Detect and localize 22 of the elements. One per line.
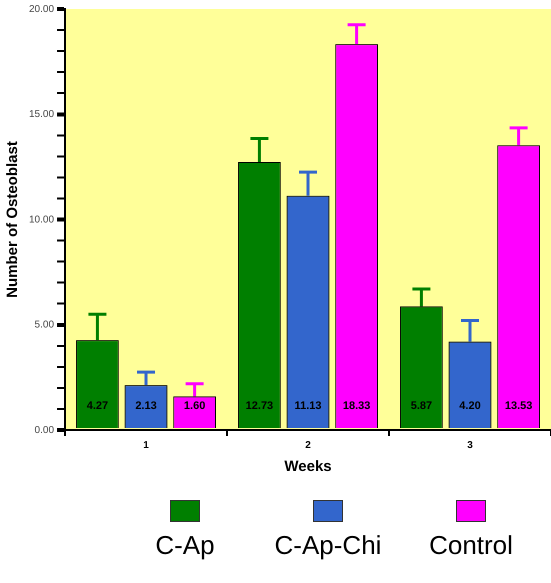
data-label: 12.73	[246, 400, 274, 412]
y-axis-title: Number of Osteoblast	[4, 141, 22, 298]
x-tick-label: 2	[305, 440, 312, 451]
x-tick-label: 1	[143, 440, 150, 451]
data-label: 5.87	[410, 400, 432, 412]
y-tick-label: 0.00	[34, 424, 54, 436]
y-tick-label: 15.00	[28, 109, 54, 120]
y-tick-label: 20.00	[28, 4, 54, 15]
x-axis-title: Weeks	[284, 458, 332, 476]
data-label: 4.20	[459, 400, 481, 412]
data-label: 11.13	[294, 400, 322, 412]
x-tick-label: 3	[467, 440, 474, 451]
data-label: 2.13	[135, 400, 157, 412]
data-label: 4.27	[86, 400, 108, 412]
legend-label: Control	[429, 530, 513, 561]
y-tick-label: 10.00	[28, 214, 54, 226]
y-tick-label: 5.00	[34, 320, 54, 330]
legend-label: C-Ap	[155, 530, 215, 561]
data-label: 1.60	[184, 400, 206, 412]
data-label: 18.33	[342, 400, 370, 412]
data-label: 13.53	[504, 400, 532, 412]
legend-label: C-Ap-Chi	[274, 530, 382, 561]
